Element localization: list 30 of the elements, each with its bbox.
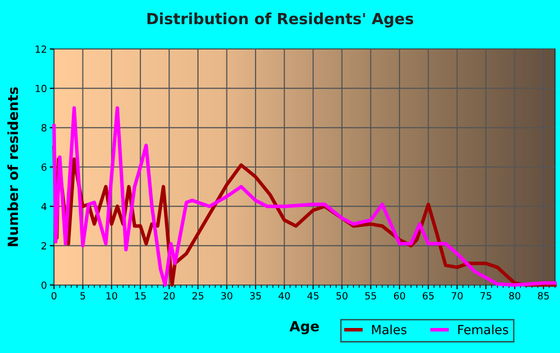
y-tick-label: 8 bbox=[42, 124, 46, 132]
x-tick-label: 75 bbox=[480, 292, 492, 300]
x-tick-label: 55 bbox=[365, 292, 376, 300]
x-tick-label: 50 bbox=[336, 292, 348, 300]
x-tick-label: 15 bbox=[135, 292, 146, 300]
y-tick-label: 2 bbox=[42, 242, 46, 250]
x-tick-label: 80 bbox=[509, 292, 520, 300]
x-tick-label: 30 bbox=[221, 292, 232, 300]
x-tick-label: 10 bbox=[106, 292, 118, 300]
x-tick-label: 25 bbox=[192, 292, 204, 300]
x-tick-label: 40 bbox=[278, 292, 290, 300]
chart-title: Distribution of Residents' Ages bbox=[147, 12, 414, 28]
y-tick-label: 10 bbox=[36, 84, 46, 92]
x-axis-title: Age bbox=[290, 321, 319, 334]
x-tick-label: 60 bbox=[394, 292, 406, 300]
x-tick-label: 45 bbox=[307, 292, 318, 300]
x-tick-label: 0 bbox=[52, 292, 56, 300]
y-tick-label: 4 bbox=[41, 202, 47, 210]
legend-label: Males bbox=[372, 324, 406, 334]
x-tick-label: 5 bbox=[80, 292, 86, 300]
x-tick-label: 35 bbox=[250, 292, 261, 300]
legend-label: Females bbox=[458, 324, 508, 334]
x-tick-label: 85 bbox=[538, 292, 549, 300]
y-tick-label: 0 bbox=[42, 281, 46, 289]
x-tick-label: 20 bbox=[164, 292, 175, 300]
y-tick-label: 6 bbox=[42, 163, 46, 171]
x-tick-label: 65 bbox=[422, 292, 434, 300]
x-tick-label: 70 bbox=[452, 292, 463, 300]
y-tick-label: 12 bbox=[36, 45, 46, 53]
y-axis-title: Number of residents bbox=[7, 87, 18, 246]
